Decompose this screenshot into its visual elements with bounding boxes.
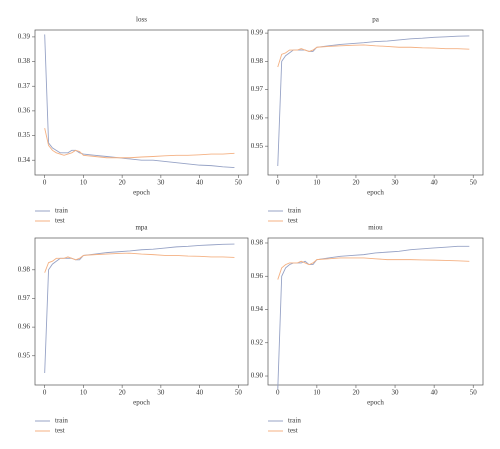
- series-line: [44, 128, 235, 159]
- x-tick-label: 0: [276, 179, 280, 187]
- legend-label: test: [288, 217, 298, 225]
- y-tick-label: 0.98: [251, 57, 264, 65]
- series-line: [277, 44, 470, 68]
- y-tick-label: 0.95: [18, 351, 31, 359]
- y-tick-label: 0.34: [18, 156, 31, 164]
- x-tick-label: 20: [119, 179, 127, 187]
- axes-frame: [34, 237, 249, 386]
- subplot-title: mpa: [135, 224, 148, 232]
- y-tick-label: 0.99: [251, 29, 264, 37]
- axes-frame: [34, 29, 249, 176]
- x-axis-label: epoch: [367, 189, 384, 197]
- x-tick-label: 10: [313, 179, 321, 187]
- y-tick-label: 0.92: [251, 338, 264, 346]
- legend-label: train: [288, 417, 301, 425]
- x-tick-label: 30: [157, 389, 165, 397]
- x-tick-label: 20: [352, 389, 360, 397]
- x-tick-label: 20: [119, 389, 127, 397]
- series-line: [277, 245, 470, 390]
- y-tick-label: 0.37: [18, 82, 31, 90]
- x-tick-label: 40: [431, 179, 439, 187]
- subplot-title: pa: [372, 16, 380, 24]
- y-tick-label: 0.97: [251, 85, 264, 93]
- x-tick-label: 50: [470, 179, 478, 187]
- y-tick-label: 0.90: [251, 372, 264, 380]
- x-tick-label: 0: [43, 179, 47, 187]
- legend-label: test: [288, 427, 298, 435]
- x-tick-label: 10: [80, 389, 88, 397]
- series-line: [277, 35, 470, 166]
- y-tick-label: 0.35: [18, 131, 31, 139]
- y-tick-label: 0.98: [251, 239, 264, 247]
- series-line: [277, 257, 470, 280]
- subplot-title: loss: [136, 16, 147, 24]
- y-tick-label: 0.96: [18, 323, 31, 331]
- x-tick-label: 50: [235, 389, 243, 397]
- x-axis-label: epoch: [133, 399, 150, 407]
- x-axis-label: epoch: [367, 399, 384, 407]
- x-tick-label: 40: [431, 389, 439, 397]
- x-tick-label: 20: [352, 179, 360, 187]
- x-tick-label: 30: [392, 389, 400, 397]
- series-line: [44, 252, 235, 273]
- y-tick-label: 0.39: [18, 33, 31, 41]
- x-tick-label: 40: [196, 179, 204, 187]
- subplot-title: miou: [368, 224, 383, 232]
- x-tick-label: 10: [80, 179, 88, 187]
- y-tick-label: 0.97: [18, 294, 31, 302]
- axes-frame: [267, 237, 484, 386]
- y-tick-label: 0.95: [251, 142, 264, 150]
- x-axis-label: epoch: [133, 189, 150, 197]
- legend-label: test: [55, 427, 65, 435]
- x-tick-label: 0: [43, 389, 47, 397]
- legend-label: test: [55, 217, 65, 225]
- axes-frame: [267, 29, 484, 176]
- legend-label: train: [288, 207, 301, 215]
- x-tick-label: 10: [313, 389, 321, 397]
- series-line: [44, 34, 235, 169]
- y-tick-label: 0.36: [18, 106, 31, 114]
- y-tick-label: 0.38: [18, 57, 31, 65]
- x-tick-label: 30: [392, 179, 400, 187]
- x-tick-label: 40: [196, 389, 204, 397]
- y-tick-label: 0.96: [251, 114, 264, 122]
- legend-label: train: [55, 417, 68, 425]
- x-tick-label: 0: [276, 389, 280, 397]
- y-tick-label: 0.98: [18, 265, 31, 273]
- series-line: [44, 243, 235, 373]
- x-tick-label: 50: [235, 179, 243, 187]
- y-tick-label: 0.96: [251, 272, 264, 280]
- legend-label: train: [55, 207, 68, 215]
- x-tick-label: 50: [470, 389, 478, 397]
- x-tick-label: 30: [157, 179, 165, 187]
- y-tick-label: 0.94: [251, 305, 264, 313]
